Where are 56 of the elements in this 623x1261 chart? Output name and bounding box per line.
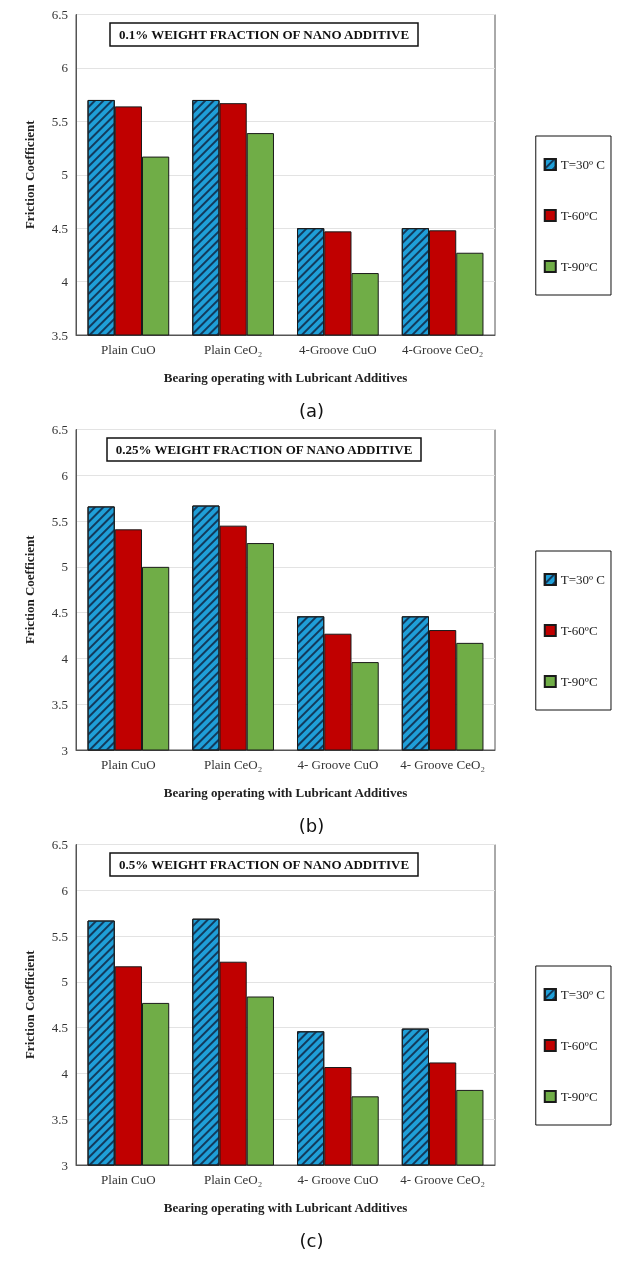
text: 0.25% WEIGHT FRACTION OF NANO ADDITIVE: [115, 442, 413, 457]
legend-label: T-90ºC: [560, 1089, 598, 1104]
y-tick-label: 5.5: [51, 513, 68, 529]
x-tick-label: 4- Groove CuO: [297, 757, 379, 772]
y-tick-label: 4.5: [51, 220, 68, 236]
text: (a): [298, 399, 325, 421]
y-tick-label: 6.5: [51, 422, 68, 437]
y-tick-label: 3.5: [51, 1111, 68, 1127]
x-axis-title: Bearing operating with Lubricant Additives: [163, 370, 408, 385]
y-tick-label: 6: [61, 467, 69, 483]
legend-label: T=30º C: [560, 987, 606, 1002]
y-tick-label: 6.5: [51, 7, 68, 22]
x-tick-label: 4-Groove CuO: [299, 342, 377, 357]
y-tick-label: 4: [61, 650, 69, 666]
y-tick-label: 6: [61, 60, 69, 76]
y-tick-label: 5.5: [51, 113, 68, 129]
text: 0.1% WEIGHT FRACTION OF NANO ADDITIVE: [118, 27, 410, 42]
legend-label: T-60ºC: [560, 623, 598, 638]
legend-label: T=30º C: [560, 157, 606, 172]
legend-label: T=30º C: [560, 572, 606, 587]
x-tick-label: 4- Groove CeO₂: [400, 1172, 485, 1187]
y-axis-title: Friction Coefficient: [22, 949, 37, 1060]
y-axis-title: Friction Coefficient: [22, 119, 37, 230]
text: 0.5% WEIGHT FRACTION OF NANO ADDITIVE: [118, 857, 410, 872]
text: (c): [299, 1229, 324, 1251]
y-tick-label: 4.5: [51, 605, 68, 621]
legend-label: T-90ºC: [560, 674, 598, 689]
text: (b): [298, 814, 325, 836]
x-tick-label: 4- Groove CeO₂: [400, 757, 485, 772]
y-tick-label: 5.5: [51, 928, 68, 944]
y-tick-label: 5: [61, 974, 68, 990]
y-tick-label: 5: [61, 559, 68, 575]
x-tick-label: Plain CeO₂: [203, 342, 263, 357]
x-tick-label: Plain CuO: [101, 757, 156, 772]
y-tick-label: 3: [61, 1157, 68, 1173]
y-tick-label: 4: [61, 274, 69, 290]
y-tick-label: 4.5: [51, 1020, 68, 1036]
legend-label: T-60ºC: [560, 1038, 598, 1053]
y-axis-title: Friction Coefficient: [22, 534, 37, 645]
y-tick-label: 3.5: [51, 327, 68, 343]
x-tick-label: Plain CuO: [101, 1172, 156, 1187]
x-tick-label: Plain CeO₂: [203, 1172, 263, 1187]
x-tick-label: Plain CuO: [101, 342, 156, 357]
y-tick-label: 3.5: [51, 696, 68, 712]
x-tick-label: Plain CeO₂: [203, 757, 263, 772]
y-tick-label: 4: [61, 1065, 69, 1081]
x-tick-label: 4- Groove CuO: [297, 1172, 379, 1187]
legend-label: T-90ºC: [560, 259, 598, 274]
y-tick-label: 6: [61, 882, 69, 898]
y-tick-label: 5: [61, 167, 68, 183]
x-tick-label: 4-Groove CeO₂: [401, 342, 484, 357]
x-axis-title: Bearing operating with Lubricant Additives: [163, 785, 408, 800]
legend-label: T-60ºC: [560, 208, 598, 223]
y-tick-label: 6.5: [51, 837, 68, 852]
y-tick-label: 3: [61, 742, 68, 758]
x-axis-title: Bearing operating with Lubricant Additives: [163, 1200, 408, 1215]
